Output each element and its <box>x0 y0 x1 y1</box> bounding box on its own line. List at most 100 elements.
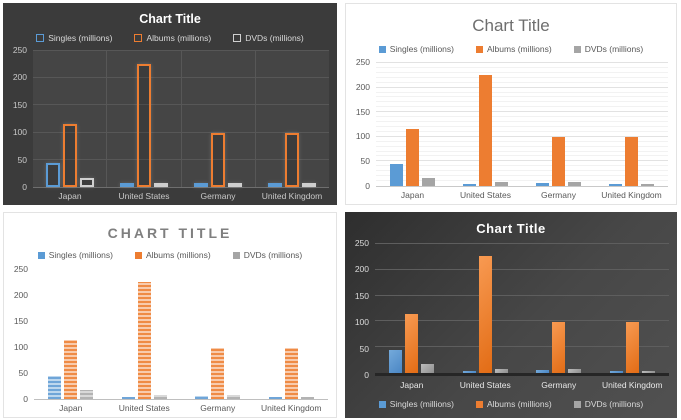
bar-dvds-united-states <box>153 394 167 399</box>
bar-dvds-germany <box>568 368 582 373</box>
y-tick-label-150: 150 <box>12 99 27 110</box>
bar-albums-japan <box>406 129 419 186</box>
y-tick-label-100: 100 <box>354 317 369 328</box>
bar-dvds-germany <box>227 394 241 399</box>
bar-dvds-germany <box>568 182 581 186</box>
bar-dvds-united-kingdom <box>641 184 654 186</box>
category-group-united-states <box>106 51 180 187</box>
legend: Singles (millions) Albums (millions) DVDs … <box>3 33 337 51</box>
bar-singles-germany <box>536 369 550 373</box>
gridline-major <box>33 50 329 51</box>
x-label-united-states: United States <box>118 191 170 201</box>
legend-label-albums: Albums (millions) <box>145 250 211 260</box>
category-group-japan <box>34 270 108 399</box>
legend-item-albums: Albums (millions) <box>475 44 552 54</box>
bar-albums-united-states <box>478 256 492 373</box>
legend-marker-singles-icon <box>378 45 386 53</box>
x-label-united-kingdom: United Kingdom <box>601 190 662 200</box>
gridline-major <box>376 62 668 63</box>
plot-area <box>376 62 668 187</box>
bar-dvds-united-states <box>494 368 508 373</box>
bar-singles-japan <box>390 164 403 186</box>
x-label-united-states: United States <box>459 380 511 390</box>
category-group-united-kingdom <box>255 270 329 399</box>
bar-singles-united-kingdom <box>609 371 623 373</box>
chart-dark-gradient[interactable]: Chart Title 0 50 100 150 200 250 Japan United … <box>345 212 677 418</box>
bar-albums-united-states <box>137 282 151 399</box>
legend-marker-dvds-icon <box>233 34 242 42</box>
category-group-japan <box>33 51 106 187</box>
legend-marker-albums-icon <box>475 45 483 53</box>
legend-label-albums: Albums (millions) <box>146 33 212 43</box>
category-group-germany <box>522 244 596 373</box>
chart-title: Chart Title <box>139 12 201 26</box>
category-group-united-kingdom <box>595 63 668 186</box>
bar-singles-japan <box>389 350 403 373</box>
bar-albums-germany <box>552 321 566 373</box>
legend-marker-singles-icon <box>37 251 45 259</box>
gridline-minor <box>376 121 668 123</box>
chart-title: CHART TITLE <box>107 225 233 241</box>
gridline-minor <box>376 155 668 157</box>
gridline-minor <box>376 150 668 152</box>
bar-dvds-united-kingdom <box>641 371 655 373</box>
bar-albums-germany <box>211 133 226 187</box>
gridline-minor <box>376 71 668 73</box>
y-tick-label-150: 150 <box>13 316 28 326</box>
gridline-major <box>376 135 668 137</box>
legend-label-singles: Singles (millions) <box>389 44 454 54</box>
legend-item-albums: Albums (millions) <box>134 250 211 260</box>
gridline-minor <box>376 165 668 167</box>
x-label-germany: Germany <box>200 191 236 201</box>
x-label-united-states: United States <box>459 190 512 200</box>
x-label-japan: Japan <box>400 190 425 200</box>
x-label-germany: Germany <box>541 190 576 200</box>
legend-marker-albums-icon <box>134 34 143 42</box>
bar-singles-united-kingdom <box>268 183 283 187</box>
x-axis-labels: Japan United States Germany United Kingdom <box>376 188 668 204</box>
gridline-minor <box>376 76 668 78</box>
bar-singles-united-states <box>463 184 476 186</box>
legend-label-singles: Singles (millions) <box>48 33 113 43</box>
legend-label-singles: Singles (millions) <box>389 399 454 409</box>
gridline-major <box>375 294 669 296</box>
legend-item-singles: Singles (millions) <box>36 33 112 43</box>
bar-singles-japan <box>48 376 62 399</box>
gridline-minor <box>376 145 668 147</box>
plot-area <box>34 270 328 400</box>
y-axis: 0 50 100 150 200 250 <box>3 45 33 192</box>
y-tick-label-100: 100 <box>13 342 28 352</box>
bar-albums-japan <box>62 124 77 187</box>
x-label-germany: Germany <box>200 403 236 413</box>
legend-marker-dvds-icon <box>573 45 581 53</box>
bar-dvds-united-states <box>153 182 168 187</box>
y-tick-label-250: 250 <box>13 264 28 274</box>
chart-dark-outline[interactable]: Chart Title Singles (millions) Albums (mi… <box>3 3 337 205</box>
bar-singles-germany <box>195 395 209 399</box>
y-tick-label-0: 0 <box>365 181 370 191</box>
legend-marker-singles-icon <box>378 400 386 408</box>
legend-item-albums: Albums (millions) <box>475 399 552 409</box>
y-axis: 0 50 100 150 200 250 <box>346 57 376 191</box>
y-tick-label-50: 50 <box>17 154 27 165</box>
legend-marker-dvds-icon <box>573 400 581 408</box>
bar-singles-japan <box>45 163 60 187</box>
gridline-major <box>375 243 669 244</box>
gridline-minor <box>376 140 668 142</box>
y-tick-label-0: 0 <box>22 182 27 192</box>
gridline-minor <box>376 130 668 132</box>
x-axis-labels: Japan United States Germany United Kingdom <box>34 401 328 417</box>
bar-albums-united-states <box>136 64 151 187</box>
chart-light-default[interactable]: Chart Title Singles (millions) Albums (mi… <box>345 3 677 205</box>
gridline-major <box>376 111 668 113</box>
x-label-japan: Japan <box>400 380 424 390</box>
category-group-japan <box>376 63 449 186</box>
gridline-major <box>375 268 669 270</box>
legend-item-albums: Albums (millions) <box>134 33 211 43</box>
y-tick-label-50: 50 <box>18 368 28 378</box>
bar-singles-united-states <box>462 371 476 373</box>
chart-light-caps-striped[interactable]: CHART TITLE Singles (millions) Albums (mi… <box>3 212 337 418</box>
category-group-japan <box>375 244 449 373</box>
legend: Singles (millions) Albums (millions) DVDs … <box>4 250 336 270</box>
